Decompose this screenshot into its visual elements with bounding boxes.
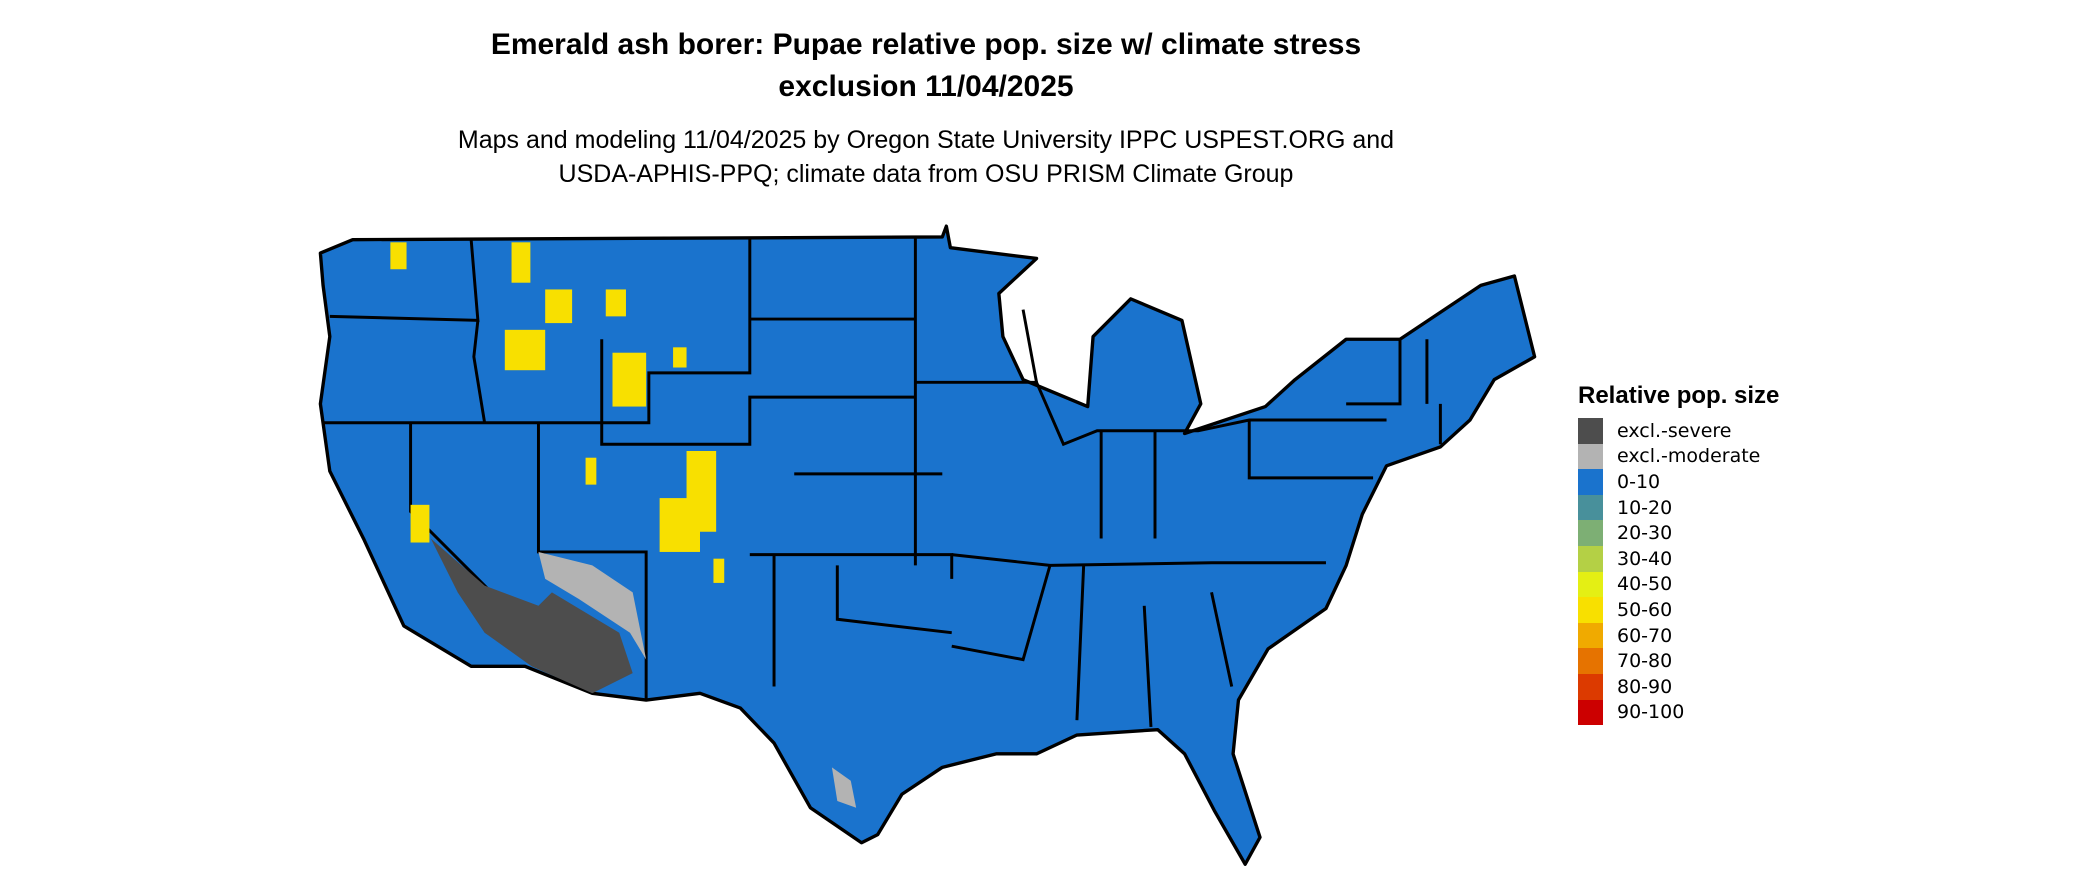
subtitle-line-2: USDA-APHIS-PPQ; climate data from OSU PR… <box>558 160 1294 188</box>
legend-swatch <box>1578 648 1603 674</box>
legend-swatch <box>1578 571 1603 598</box>
legend-item: 70-80 <box>1578 648 1779 674</box>
legend-item: 30-40 <box>1578 545 1779 572</box>
legend-item: 0-10 <box>1578 469 1779 495</box>
legend-label: 40-50 <box>1617 573 1673 596</box>
legend-swatch <box>1578 597 1603 623</box>
legend-label: 60-70 <box>1617 624 1673 647</box>
legend-item: 40-50 <box>1578 571 1779 598</box>
map-title-line-1: Emerald ash borer: Pupae relative pop. s… <box>490 28 1362 61</box>
legend-swatch <box>1578 443 1603 470</box>
legend-label: 20-30 <box>1617 522 1673 545</box>
legend-label: 0-10 <box>1617 470 1661 493</box>
legend-swatch <box>1578 673 1603 700</box>
legend-item: 90-100 <box>1578 699 1779 726</box>
legend-item: excl.-severe <box>1578 418 1779 444</box>
legend: Relative pop. size excl.-severe excl.-mod… <box>1578 382 1780 726</box>
legend-label: 10-20 <box>1617 496 1673 519</box>
legend-label: 90-100 <box>1617 701 1685 724</box>
legend-label: 80-90 <box>1617 675 1673 698</box>
legend-swatch <box>1578 699 1603 726</box>
legend-item: 80-90 <box>1578 673 1779 700</box>
legend-label: 30-40 <box>1617 547 1673 570</box>
legend-swatch <box>1578 469 1603 495</box>
exclusion-areas <box>430 538 857 808</box>
legend-item: 10-20 <box>1578 494 1779 521</box>
legend-swatch <box>1578 545 1603 572</box>
subtitle-line-1: Maps and modeling 11/04/2025 by Oregon S… <box>457 126 1395 154</box>
legend-item: 20-30 <box>1578 520 1779 546</box>
map-title-line-2: exclusion 11/04/2025 <box>778 70 1074 103</box>
legend-swatch <box>1578 622 1603 649</box>
legend-swatch <box>1578 418 1603 444</box>
legend-swatch <box>1578 520 1603 546</box>
legend-label: excl.-moderate <box>1617 445 1761 468</box>
yellow-hotspots <box>390 242 725 583</box>
legend-swatch <box>1578 494 1603 521</box>
legend-label: 50-60 <box>1617 598 1673 621</box>
legend-item: 60-70 <box>1578 622 1779 649</box>
us-outline <box>318 224 1537 866</box>
legend-label: 70-80 <box>1617 650 1673 673</box>
legend-item: 50-60 <box>1578 597 1779 623</box>
legend-item: excl.-moderate <box>1578 443 1779 470</box>
legend-title: Relative pop. size <box>1578 382 1780 409</box>
legend-label: excl.-severe <box>1617 419 1732 442</box>
